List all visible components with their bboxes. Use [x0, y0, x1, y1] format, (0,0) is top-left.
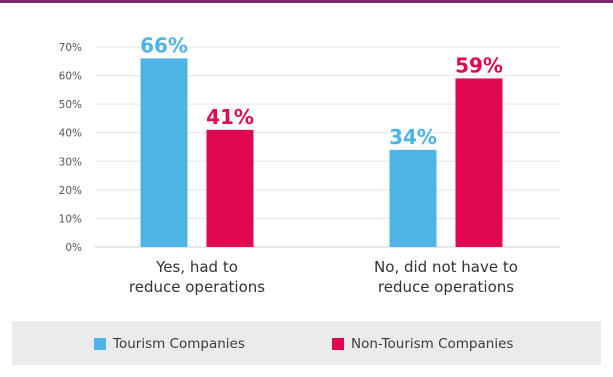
legend-item-tourism: Tourism Companies	[94, 336, 245, 352]
y-tick-label: 0%	[65, 242, 82, 254]
legend-label-tourism: Tourism Companies	[113, 336, 245, 352]
bar	[455, 78, 503, 247]
x-category-label: reduce operations	[129, 278, 265, 296]
y-tick-label: 10%	[59, 213, 82, 225]
y-tick-label: 70%	[59, 42, 82, 54]
y-tick-label: 50%	[59, 99, 82, 111]
bar-value-label: 66%	[140, 33, 188, 57]
plot-panel	[12, 3, 601, 321]
bar-value-label: 34%	[389, 125, 437, 149]
legend-swatch-tourism	[94, 338, 106, 350]
x-category-label: reduce operations	[378, 278, 514, 296]
bar-value-label: 41%	[206, 105, 254, 129]
bar	[389, 149, 437, 247]
x-category-label: Yes, had to	[155, 258, 238, 276]
legend-label-non-tourism: Non-Tourism Companies	[351, 336, 514, 352]
y-tick-label: 60%	[59, 71, 82, 83]
y-tick-label: 20%	[59, 185, 82, 197]
bar-value-label: 59%	[455, 53, 503, 77]
legend: Tourism Companies Non-Tourism Companies	[12, 321, 601, 365]
y-tick-label: 30%	[59, 156, 82, 168]
bar-chart: 0% 10% 20% 30% 40% 50% 60% 70% 66% 41% Yes, had to…	[59, 33, 560, 296]
y-tick-label: 40%	[59, 128, 82, 140]
top-accent-strip	[0, 0, 613, 3]
bar	[140, 58, 188, 247]
x-category-label: No, did not have to	[374, 258, 518, 276]
bar	[206, 129, 254, 247]
legend-item-non-tourism: Non-Tourism Companies	[332, 336, 513, 352]
legend-swatch-non-tourism	[332, 338, 344, 350]
